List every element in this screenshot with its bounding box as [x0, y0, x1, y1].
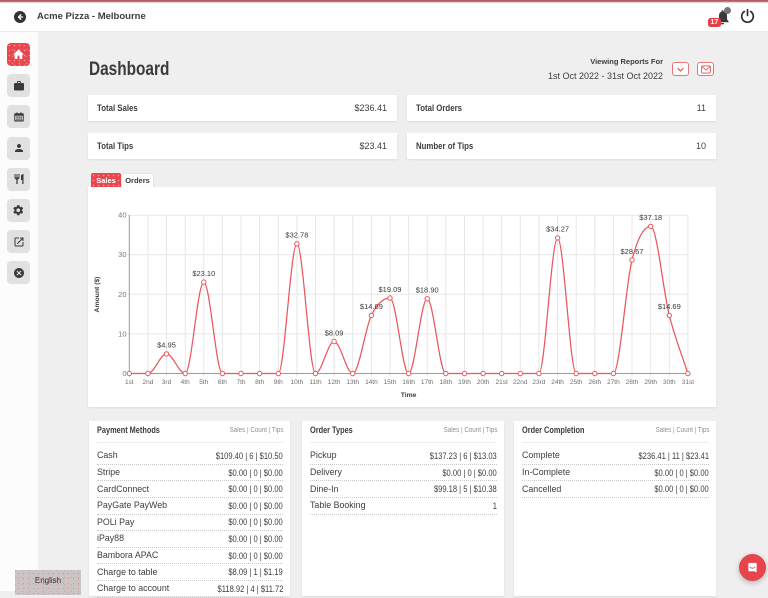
svg-text:11th: 11th — [309, 379, 322, 386]
svg-text:$4.95: $4.95 — [157, 341, 176, 350]
svg-text:$8.09: $8.09 — [325, 328, 344, 337]
svg-text:23rd: 23rd — [532, 379, 545, 386]
svg-text:25th: 25th — [570, 379, 583, 386]
svg-text:21st: 21st — [496, 379, 508, 386]
svg-text:16th: 16th — [402, 379, 415, 386]
svg-text:19th: 19th — [458, 379, 471, 386]
svg-text:29th: 29th — [644, 379, 657, 386]
svg-text:28th: 28th — [626, 379, 639, 386]
svg-text:30th: 30th — [663, 379, 676, 386]
svg-text:3rd: 3rd — [162, 379, 172, 386]
svg-text:2nd: 2nd — [142, 379, 153, 386]
svg-text:20th: 20th — [477, 379, 490, 386]
svg-text:20: 20 — [118, 290, 126, 299]
svg-text:Time: Time — [401, 392, 417, 399]
svg-text:$32.78: $32.78 — [285, 231, 308, 240]
svg-text:17th: 17th — [421, 379, 434, 386]
svg-text:27th: 27th — [607, 379, 620, 386]
svg-text:12th: 12th — [328, 379, 341, 386]
svg-text:26th: 26th — [588, 379, 601, 386]
svg-text:$37.18: $37.18 — [639, 213, 662, 222]
svg-text:$34.27: $34.27 — [546, 225, 569, 234]
svg-text:Amount ($): Amount ($) — [94, 277, 101, 313]
svg-text:$14.69: $14.69 — [658, 302, 681, 311]
svg-text:15th: 15th — [384, 379, 397, 386]
svg-text:10: 10 — [118, 329, 126, 338]
svg-text:9th: 9th — [274, 379, 283, 386]
svg-text:22nd: 22nd — [513, 379, 528, 386]
svg-text:$14.69: $14.69 — [360, 302, 383, 311]
svg-text:30: 30 — [118, 250, 126, 259]
svg-text:5th: 5th — [199, 379, 208, 386]
svg-text:1st: 1st — [125, 379, 134, 386]
svg-text:13th: 13th — [346, 379, 359, 386]
svg-text:8th: 8th — [255, 379, 264, 386]
svg-text:6th: 6th — [218, 379, 227, 386]
svg-text:4th: 4th — [181, 379, 190, 386]
svg-text:$18.90: $18.90 — [416, 286, 439, 295]
svg-text:31st: 31st — [682, 379, 694, 386]
svg-text:$28.67: $28.67 — [621, 247, 644, 256]
svg-text:$23.10: $23.10 — [192, 269, 215, 278]
svg-text:24th: 24th — [551, 379, 564, 386]
svg-text:18th: 18th — [439, 379, 452, 386]
svg-text:10th: 10th — [291, 379, 304, 386]
svg-text:7th: 7th — [236, 379, 245, 386]
svg-text:14th: 14th — [365, 379, 378, 386]
svg-text:0: 0 — [122, 369, 126, 378]
svg-text:40: 40 — [118, 211, 126, 220]
svg-text:$19.09: $19.09 — [379, 285, 402, 294]
